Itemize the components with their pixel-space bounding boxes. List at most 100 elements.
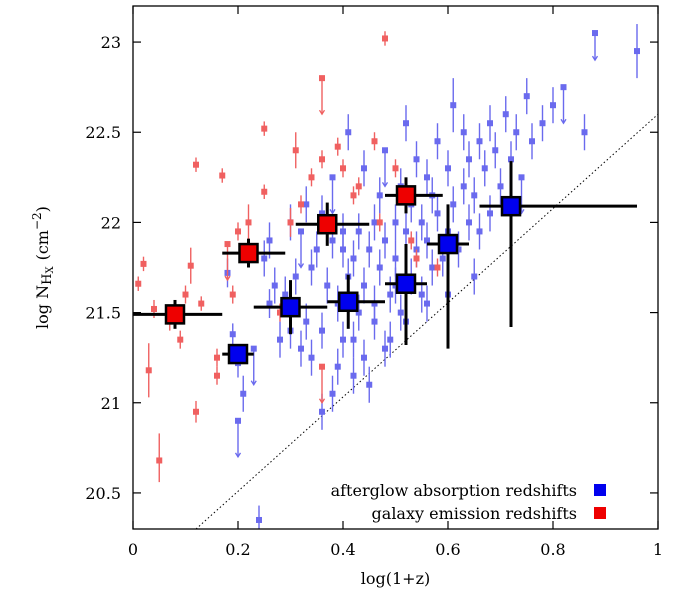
x-tick-label: 0.2 xyxy=(225,540,250,559)
galaxy-point xyxy=(198,300,205,307)
galaxy-point xyxy=(334,143,341,150)
afterglow-point xyxy=(345,129,352,136)
afterglow-binned-point xyxy=(437,233,459,255)
galaxy-point xyxy=(413,255,420,262)
afterglow-point xyxy=(424,174,430,181)
afterglow-point xyxy=(382,147,388,154)
galaxy-point xyxy=(151,305,157,312)
afterglow-point xyxy=(481,165,488,172)
afterglow-point xyxy=(387,336,394,343)
galaxy-point xyxy=(382,35,388,42)
afterglow-point xyxy=(518,174,525,181)
legend-swatch-afterglow xyxy=(594,484,606,496)
afterglow-point xyxy=(450,201,457,208)
galaxy-point xyxy=(135,280,142,287)
afterglow-point xyxy=(371,219,378,226)
afterglow-point xyxy=(476,138,483,145)
galaxy-point xyxy=(214,372,220,379)
afterglow-point xyxy=(334,300,341,307)
upper-limit-arrowhead xyxy=(224,275,231,282)
afterglow-point xyxy=(466,156,472,163)
afterglow-point xyxy=(429,264,436,271)
y-axis-label-unit-sup: −2 xyxy=(30,212,44,230)
afterglow-point xyxy=(240,390,247,397)
galaxy-point xyxy=(193,161,199,168)
y-tick-label: 22.5 xyxy=(85,123,121,142)
galaxy-point xyxy=(434,264,441,271)
afterglow-point xyxy=(466,219,472,226)
afterglow-point xyxy=(403,228,409,235)
afterglow-point xyxy=(403,120,409,127)
galaxy-point xyxy=(261,125,268,132)
afterglow-point xyxy=(271,282,278,289)
axis-ticks: 0 0.2 0.4 0.6 0.8 1 20.5 21 21.5 22 22.5 23 xyxy=(85,6,663,559)
afterglow-point xyxy=(523,93,530,100)
galaxy-point xyxy=(319,75,325,82)
afterglow-point xyxy=(229,331,236,338)
galaxy-point xyxy=(408,237,415,244)
afterglow-point xyxy=(319,327,325,334)
y-tick-label: 21 xyxy=(101,394,121,413)
afterglow-point xyxy=(487,120,493,127)
afterglow-point xyxy=(282,291,289,298)
afterglow-point xyxy=(366,381,373,388)
galaxy-point xyxy=(376,219,383,226)
galaxy-point xyxy=(319,363,325,370)
afterglow-point xyxy=(560,84,567,91)
afterglow-point xyxy=(450,102,457,109)
afterglow-point xyxy=(397,309,404,316)
galaxy-point xyxy=(319,156,325,163)
afterglow-point xyxy=(361,354,367,361)
x-axis-label: log(1+z) xyxy=(361,569,431,588)
afterglow-point xyxy=(476,228,483,235)
galaxy-point xyxy=(261,188,268,195)
galaxy-point xyxy=(287,219,294,226)
afterglow-point xyxy=(513,129,520,136)
y-axis-label-base: log N xyxy=(33,285,52,329)
afterglow-point xyxy=(340,336,346,343)
afterglow-point xyxy=(487,210,493,217)
plot-frame xyxy=(132,5,659,530)
afterglow-point xyxy=(492,147,499,154)
afterglow-point xyxy=(266,300,273,307)
y-tick-label: 21.5 xyxy=(85,304,121,323)
y-axis-label-unit-close: ) xyxy=(33,206,52,212)
y-axis-label-sub2: X xyxy=(45,266,56,274)
y-axis-label-sub1: H xyxy=(40,274,55,285)
afterglow-point xyxy=(413,156,420,163)
galaxy-point xyxy=(235,228,241,235)
galaxy-point xyxy=(177,336,184,343)
galaxy-binned-point xyxy=(395,185,417,206)
afterglow-point xyxy=(235,417,241,424)
upper-limit-arrowhead xyxy=(234,452,242,459)
afterglow-point xyxy=(308,264,315,271)
legend-swatch-galaxy xyxy=(594,507,606,519)
galaxy-point xyxy=(340,165,346,172)
afterglow-point xyxy=(445,165,451,172)
afterglow-point xyxy=(371,318,378,325)
afterglow-point xyxy=(261,255,268,262)
afterglow-point xyxy=(355,309,362,316)
afterglow-point xyxy=(539,120,546,127)
galaxy-point xyxy=(219,172,226,179)
afterglow-point xyxy=(392,282,399,289)
afterglow-point xyxy=(250,345,257,352)
afterglow-point xyxy=(471,273,478,280)
galaxy-point xyxy=(187,262,194,269)
afterglow-binned-point xyxy=(280,296,301,318)
x-tick-label: 0 xyxy=(128,540,138,559)
legend-label-afterglow: afterglow absorption redshifts xyxy=(331,481,577,500)
afterglow-point xyxy=(334,363,341,370)
afterglow-point xyxy=(350,372,357,379)
afterglow-point xyxy=(329,390,336,397)
afterglow-point xyxy=(308,354,315,361)
afterglow-point xyxy=(266,237,273,244)
afterglow-binned-point xyxy=(227,343,249,365)
galaxy-point xyxy=(140,260,147,267)
afterglow-point xyxy=(434,138,441,145)
y-axis-label-unit-open: (cm xyxy=(33,230,52,260)
afterglow-point xyxy=(366,246,373,253)
upper-limit-arrowhead xyxy=(591,55,599,62)
galaxy-point xyxy=(229,291,236,298)
legend-label-galaxy: galaxy emission redshifts xyxy=(372,504,577,523)
